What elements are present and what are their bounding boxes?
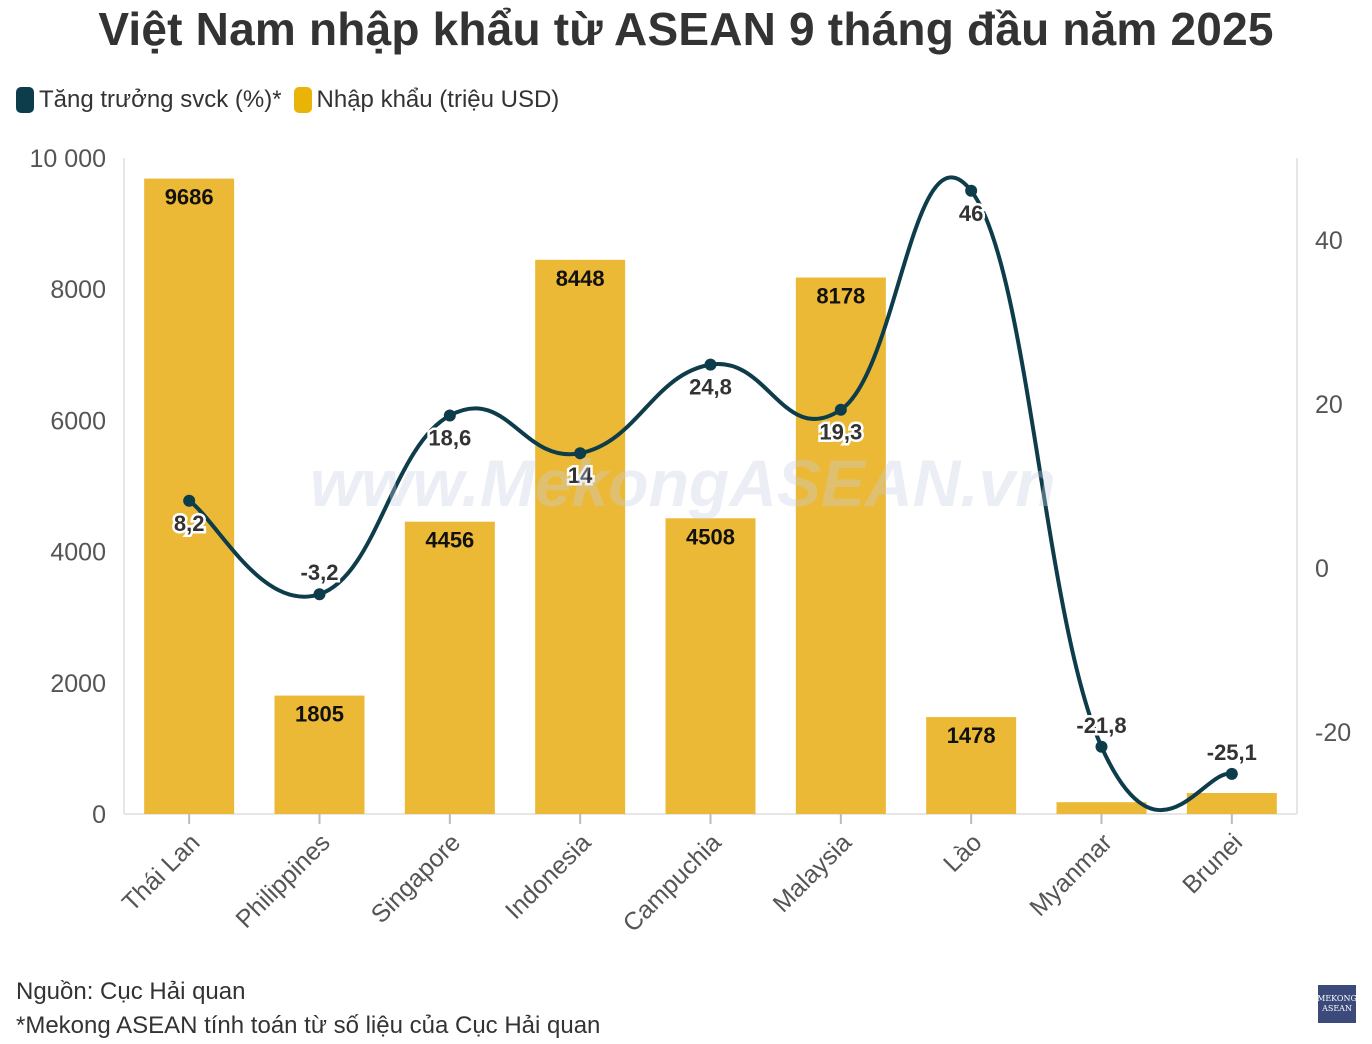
footer: Nguồn: Cục Hải quan *Mekong ASEAN tính t… <box>16 975 600 1043</box>
growth-value-label: 19,3 <box>819 420 862 445</box>
legend: Tăng trưởng svck (%)* Nhập khẩu (triệu U… <box>16 86 571 114</box>
growth-point-1 <box>183 494 196 507</box>
bar-3 <box>404 521 495 814</box>
legend-swatch-import <box>293 87 312 113</box>
y-left-tick-label: 10 000 <box>30 145 106 173</box>
x-category-label: Singapore <box>366 828 466 928</box>
bar-2 <box>274 695 365 814</box>
growth-point-6 <box>834 403 847 416</box>
source-note: Nguồn: Cục Hải quan <box>16 978 246 1005</box>
growth-point-8 <box>1095 740 1108 753</box>
growth-line <box>187 175 1233 812</box>
growth-value-label: 46 <box>959 201 983 226</box>
growth-point-3 <box>443 409 456 422</box>
bar-8 <box>1056 802 1147 814</box>
bar-7 <box>926 717 1017 814</box>
x-category-label: Campuchia <box>618 828 727 937</box>
growth-value-label: -3,2 <box>301 560 339 585</box>
watermark: www.MekongASEAN.vn <box>310 446 1056 520</box>
bar-9 <box>1186 793 1277 814</box>
bar-value-label: 4456 <box>425 528 474 553</box>
bar-5 <box>665 518 756 814</box>
legend-item-import[interactable]: Nhập khẩu (triệu USD) <box>293 86 560 114</box>
mekong-asean-logo: MEKONG ASEAN <box>1317 985 1357 1023</box>
x-category-label: Myanmar <box>1024 828 1117 921</box>
growth-value-label: 14 <box>568 463 593 488</box>
y-right-tick-label: -20 <box>1315 719 1351 747</box>
legend-label-growth: Tăng trưởng svck (%)* <box>39 86 282 113</box>
growth-point-7 <box>965 184 978 197</box>
x-category-label: Philippines <box>230 828 335 933</box>
growth-point-5 <box>704 358 717 371</box>
bar-value-label: 9686 <box>165 185 214 210</box>
x-category-label: Thái Lan <box>117 828 206 917</box>
bar-value-label: 8448 <box>556 266 605 291</box>
y-left-tick-label: 2000 <box>50 670 106 698</box>
x-category-label: Malaysia <box>768 828 858 918</box>
y-right-tick-label: 40 <box>1315 227 1343 255</box>
growth-point-2 <box>313 588 326 601</box>
chart-title: Việt Nam nhập khẩu từ ASEAN 9 tháng đầu … <box>98 3 1274 55</box>
bar-value-label: 8178 <box>816 284 865 309</box>
bar-value-label: 1805 <box>295 702 344 727</box>
x-category-label: Brunei <box>1177 828 1248 899</box>
y-right-tick-label: 0 <box>1315 555 1329 583</box>
legend-label-import: Nhập khẩu (triệu USD) <box>316 86 560 113</box>
x-category-label: Indonesia <box>500 828 597 925</box>
y-right-tick-label: 20 <box>1315 391 1343 419</box>
y-left-tick-label: 4000 <box>50 539 106 567</box>
logo-line1: MEKONG <box>1317 994 1357 1003</box>
bar-4 <box>535 259 626 815</box>
growth-value-label: 24,8 <box>689 375 732 400</box>
y-left-tick-label: 6000 <box>50 407 106 435</box>
calc-note: *Mekong ASEAN tính toán từ số liệu của C… <box>16 1012 601 1039</box>
growth-value-label: 18,6 <box>428 425 471 450</box>
x-category-label: Lào <box>938 828 987 877</box>
growth-point-4 <box>574 447 587 460</box>
y-left-tick-label: 8000 <box>50 276 106 304</box>
bar-value-label: 1478 <box>947 723 996 748</box>
growth-value-label: -25,1 <box>1207 740 1257 765</box>
growth-value-label: 8,2 <box>174 511 205 536</box>
logo-line2: ASEAN <box>1322 1004 1352 1013</box>
bar-value-label: 4508 <box>686 524 735 549</box>
growth-point-9 <box>1225 767 1238 780</box>
legend-swatch-growth <box>16 87 34 113</box>
y-left-tick-label: 0 <box>92 801 106 829</box>
legend-item-growth[interactable]: Tăng trưởng svck (%)* <box>16 86 282 114</box>
growth-value-label: -21,8 <box>1076 713 1126 738</box>
